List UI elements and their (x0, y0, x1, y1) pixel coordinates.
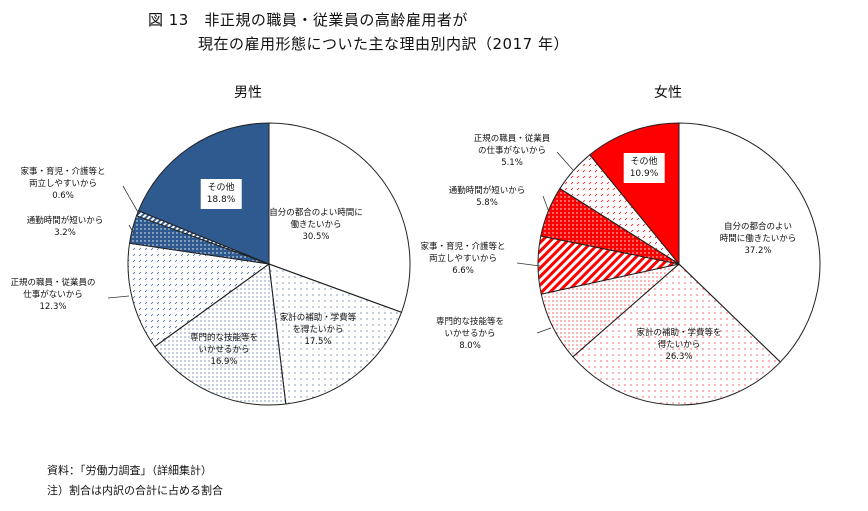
pie-slice (678, 122, 821, 363)
female-label-own-time: 自分の都合のよい 時間に働きたいから 37.2% (719, 222, 797, 256)
male-pie-title: 男性 (234, 85, 262, 101)
male-label-no-regular-job: 正規の職員・従業員の 仕事がないから 12.3% (10, 278, 96, 312)
figure-title-line1: 図 13 非正規の職員・従業員の高齢雇用者が (148, 11, 468, 29)
footnote: 注）割合は内訳の合計に占める割合 (47, 484, 223, 497)
pie-slice (154, 263, 287, 406)
figure-title-line2: 現在の雇用形態についた主な理由別内訳（2017 年） (198, 35, 569, 53)
male-label-household: 家計の補助・学費等 を得たいから 17.5% (279, 313, 357, 347)
female-label-commute: 通勤時間が短いから 5.8% (448, 186, 526, 208)
male-label-other: その他 18.8% (200, 179, 242, 209)
source-note: 資料：「労働力調査」（詳細集計） (47, 464, 212, 477)
leader-line (556, 151, 574, 171)
female-label-other: その他 10.9% (623, 153, 665, 183)
male-label-commute: 通勤時間が短いから 3.2% (26, 216, 104, 238)
female-label-household: 家計の補助・学費等を 得たいから 26.3% (636, 328, 722, 362)
leader-lines (107, 151, 574, 334)
leader-line (122, 185, 140, 215)
leader-line (542, 195, 550, 213)
leader-line (536, 327, 552, 334)
leader-line (128, 224, 135, 235)
pie-slice (268, 263, 403, 405)
leader-line (516, 262, 541, 267)
male-label-own-time: 自分の都合のよい時間に 働きたいから 30.5% (269, 208, 363, 242)
pie-slice (268, 122, 411, 313)
pie-slice (127, 242, 271, 348)
female-pie-title: 女性 (654, 85, 682, 101)
female-pie (537, 122, 821, 406)
female-label-skills: 専門的な技能等を いかせるから 8.0% (435, 317, 505, 351)
pie-slice (572, 263, 782, 406)
male-label-skills: 専門的な技能等を いかせるから 16.9% (189, 333, 259, 367)
male-pie (127, 122, 411, 406)
female-label-no-regular-job: 正規の職員・従業員 の仕事がないから 5.1% (473, 134, 551, 168)
male-label-family-care: 家事・育児・介護等と 両立しやすいから 0.6% (20, 167, 106, 201)
female-label-family-care: 家事・育児・介護等と 両立しやすいから 6.6% (420, 242, 506, 276)
leader-line (107, 295, 130, 299)
